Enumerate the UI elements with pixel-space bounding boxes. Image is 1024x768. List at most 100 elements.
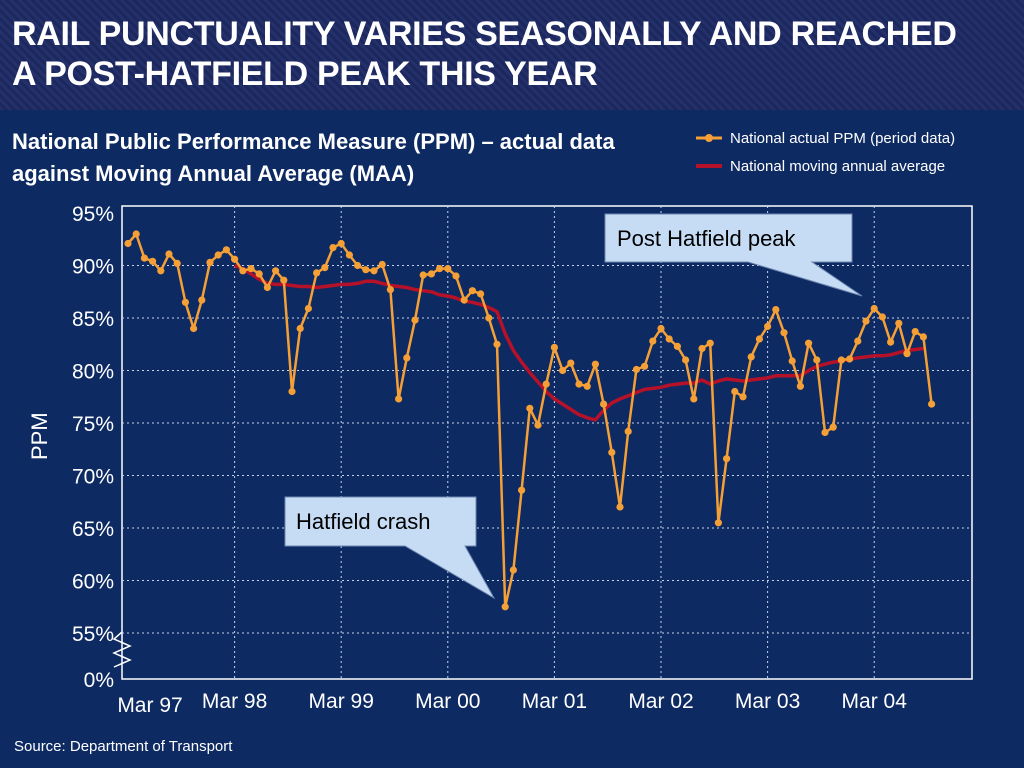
ppm-data-point — [321, 264, 329, 272]
ppm-data-point — [649, 337, 657, 345]
ppm-data-point — [165, 250, 173, 258]
ppm-data-point — [641, 362, 649, 370]
y-tick-label: 0% — [84, 669, 114, 692]
ppm-data-point — [706, 339, 714, 347]
ppm-data-point — [427, 270, 435, 278]
ppm-data-point — [444, 265, 452, 273]
x-tick-label: Mar 01 — [522, 690, 587, 713]
ppm-data-point — [296, 324, 304, 333]
ppm-data-point — [591, 360, 600, 368]
ppm-data-point — [534, 421, 542, 429]
ppm-data-point — [452, 272, 460, 280]
ppm-data-point — [911, 328, 919, 336]
ppm-data-point — [468, 287, 476, 295]
y-tick-label: 75% — [72, 413, 114, 436]
ppm-data-point — [878, 313, 887, 321]
maa-series-line — [233, 263, 924, 422]
ppm-data-point — [304, 304, 312, 313]
ppm-data-point — [632, 365, 641, 374]
ppm-data-point — [805, 339, 813, 347]
ppm-data-point — [821, 428, 829, 437]
ppm-series-line — [127, 232, 933, 609]
legend-item-maa: National moving annual average — [696, 152, 955, 180]
ppm-data-point — [190, 324, 198, 333]
y-tick-label: 80% — [72, 361, 114, 384]
ppm-data-point — [255, 270, 263, 278]
ppm-data-point — [846, 355, 854, 363]
ppm-data-point — [370, 267, 378, 275]
ppm-data-point — [739, 393, 747, 401]
ppm-data-point — [542, 380, 550, 388]
legend-label-ppm: National actual PPM (period data) — [730, 129, 956, 147]
ppm-data-point — [231, 255, 239, 263]
ppm-data-point — [181, 298, 189, 306]
ppm-data-point — [157, 267, 165, 275]
ppm-data-point — [460, 296, 468, 304]
ppm-data-point — [280, 276, 288, 284]
ppm-data-point — [616, 503, 624, 511]
ppm-data-point — [329, 244, 337, 252]
ppm-data-point — [198, 296, 206, 304]
ppm-data-point — [272, 267, 280, 275]
ppm-data-point — [755, 335, 764, 343]
callout-post-hatfield-peak — [604, 213, 863, 297]
ppm-data-point — [436, 265, 444, 273]
ppm-data-point — [600, 400, 608, 408]
plot-frame — [121, 205, 973, 680]
ppm-data-point — [583, 382, 591, 390]
ppm-data-point — [837, 356, 846, 364]
axis-break-mark — [112, 631, 132, 668]
title-banner: RAIL PUNCTUALITY VARIES SEASONALLY AND R… — [0, 0, 1024, 110]
y-tick-label: 65% — [72, 518, 114, 541]
ppm-data-point — [780, 329, 788, 337]
ppm-data-point — [288, 387, 296, 396]
ppm-data-point — [575, 380, 583, 388]
ppm-data-point — [665, 335, 673, 343]
ppm-data-point — [345, 251, 353, 259]
ppm-data-point — [690, 395, 698, 403]
ppm-data-point — [698, 344, 706, 353]
ppm-data-point — [723, 455, 731, 463]
ppm-data-point — [829, 423, 837, 431]
ppm-data-point — [714, 519, 723, 527]
x-tick-label: Mar 00 — [415, 690, 480, 713]
x-tick-label: Mar 97 — [117, 694, 182, 717]
ppm-line-chart: 95% 90% 85% 80% 75% 70% 65% 60% 55% 0%Mar 97 Mar 9… — [72, 203, 973, 717]
ppm-data-point — [559, 366, 567, 375]
y-tick-label: 90% — [72, 256, 114, 279]
y-tick-label: 55% — [72, 623, 114, 646]
ppm-data-point — [247, 265, 255, 273]
chart-title: National Public Performance Measure (PPM… — [12, 129, 615, 186]
ppm-data-point — [788, 357, 796, 365]
legend-swatch-ppm — [696, 134, 722, 142]
ppm-data-point — [928, 400, 936, 408]
callout-label-hatfield-crash: Hatfield crash — [296, 509, 431, 534]
ppm-data-point — [657, 324, 665, 333]
ppm-data-point — [395, 395, 403, 403]
ppm-data-point — [132, 230, 140, 238]
ppm-data-point — [509, 566, 517, 574]
ppm-data-point — [550, 343, 559, 351]
ppm-data-point — [239, 267, 247, 275]
ppm-data-point — [263, 283, 271, 292]
ppm-data-point — [682, 356, 690, 364]
ppm-data-point — [403, 354, 411, 362]
ppm-data-point — [411, 316, 419, 324]
ppm-data-point — [624, 427, 632, 435]
chart-legend: National actual PPM (period data) Nation… — [696, 124, 955, 180]
ppm-data-point — [854, 337, 862, 345]
ppm-data-point — [919, 333, 928, 341]
ppm-data-point — [673, 342, 682, 350]
ppm-data-point — [173, 259, 181, 267]
x-tick-label: Mar 99 — [309, 690, 374, 713]
legend-item-ppm: National actual PPM (period data) — [696, 124, 955, 152]
ppm-data-point — [362, 266, 370, 274]
ppm-data-point — [518, 486, 526, 494]
ppm-data-point — [813, 356, 821, 364]
ppm-data-point — [149, 257, 157, 265]
source-note: Source: Department of Transport — [14, 738, 233, 755]
y-tick-label: 85% — [72, 308, 114, 331]
ppm-data-point — [862, 317, 870, 325]
ppm-data-point — [493, 340, 501, 348]
ppm-data-point — [796, 382, 805, 390]
